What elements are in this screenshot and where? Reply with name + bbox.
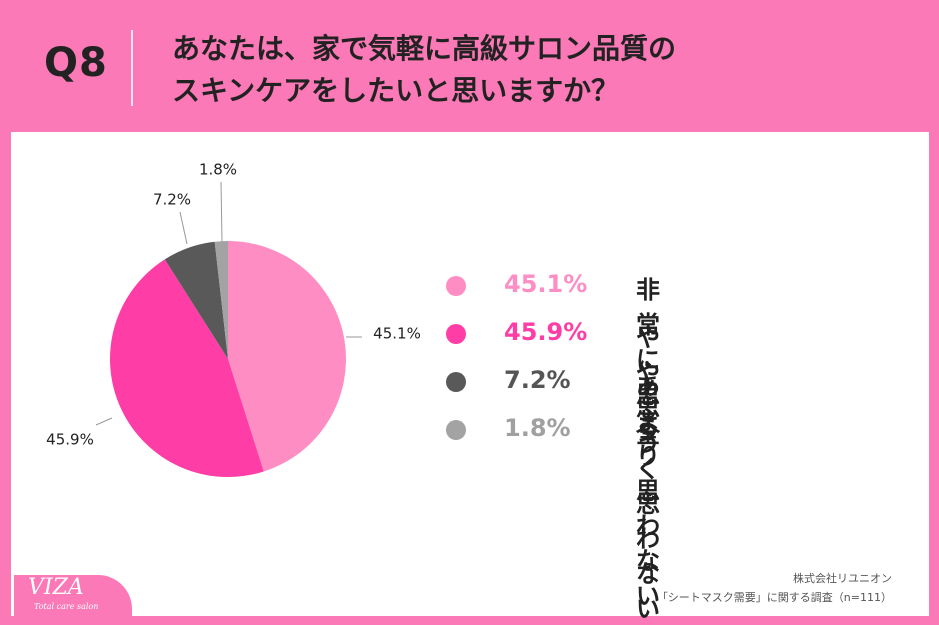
- legend-marker: [446, 420, 466, 440]
- pie-slice: [214, 241, 228, 359]
- pie-slice: [109, 259, 264, 478]
- legend-marker: [446, 324, 466, 344]
- leader-line: [179, 211, 188, 245]
- slice-data-label: 1.8%: [199, 161, 237, 179]
- leader-line: [220, 181, 223, 243]
- question-title: あなたは、家で気軽に高級サロン品質の スキンケアをしたいと思いますか？: [172, 28, 676, 112]
- legend-label: 全く思わない: [636, 420, 660, 623]
- leader-line: [95, 417, 113, 426]
- logo-text: VIZA: [28, 575, 84, 600]
- question-number: Q8: [44, 40, 108, 86]
- legend-label: あまり思わない: [636, 372, 660, 610]
- legend-percentage: 1.8%: [504, 414, 571, 442]
- header-divider: [131, 30, 133, 106]
- slice-data-label: 45.1%: [373, 325, 421, 343]
- footer-source: 「シートマスク需要」に関する調査（n=111）: [656, 591, 892, 604]
- legend-percentage: 45.1%: [504, 270, 588, 298]
- question-line-2: スキンケアをしたいと思いますか？: [172, 74, 620, 107]
- legend-marker: [446, 372, 466, 392]
- legend-marker: [446, 276, 466, 296]
- legend-percentage: 45.9%: [504, 318, 588, 346]
- question-line-1: あなたは、家で気軽に高級サロン品質の: [172, 32, 677, 65]
- pie-slice: [164, 241, 228, 359]
- logo-subtext: Total care salon: [34, 602, 99, 611]
- slice-data-label: 45.9%: [46, 431, 94, 449]
- legend-percentage: 7.2%: [504, 366, 571, 394]
- footer-organization: 株式会社リユニオン: [793, 572, 892, 585]
- slice-data-label: 7.2%: [153, 191, 191, 209]
- pie-slice: [228, 241, 346, 472]
- header: Q8 あなたは、家で気軽に高級サロン品質の スキンケアをしたいと思いますか？: [0, 0, 939, 132]
- logo-badge: [14, 575, 132, 625]
- legend-label: やや思う: [636, 324, 660, 457]
- legend-label: 非常に思う: [636, 276, 660, 444]
